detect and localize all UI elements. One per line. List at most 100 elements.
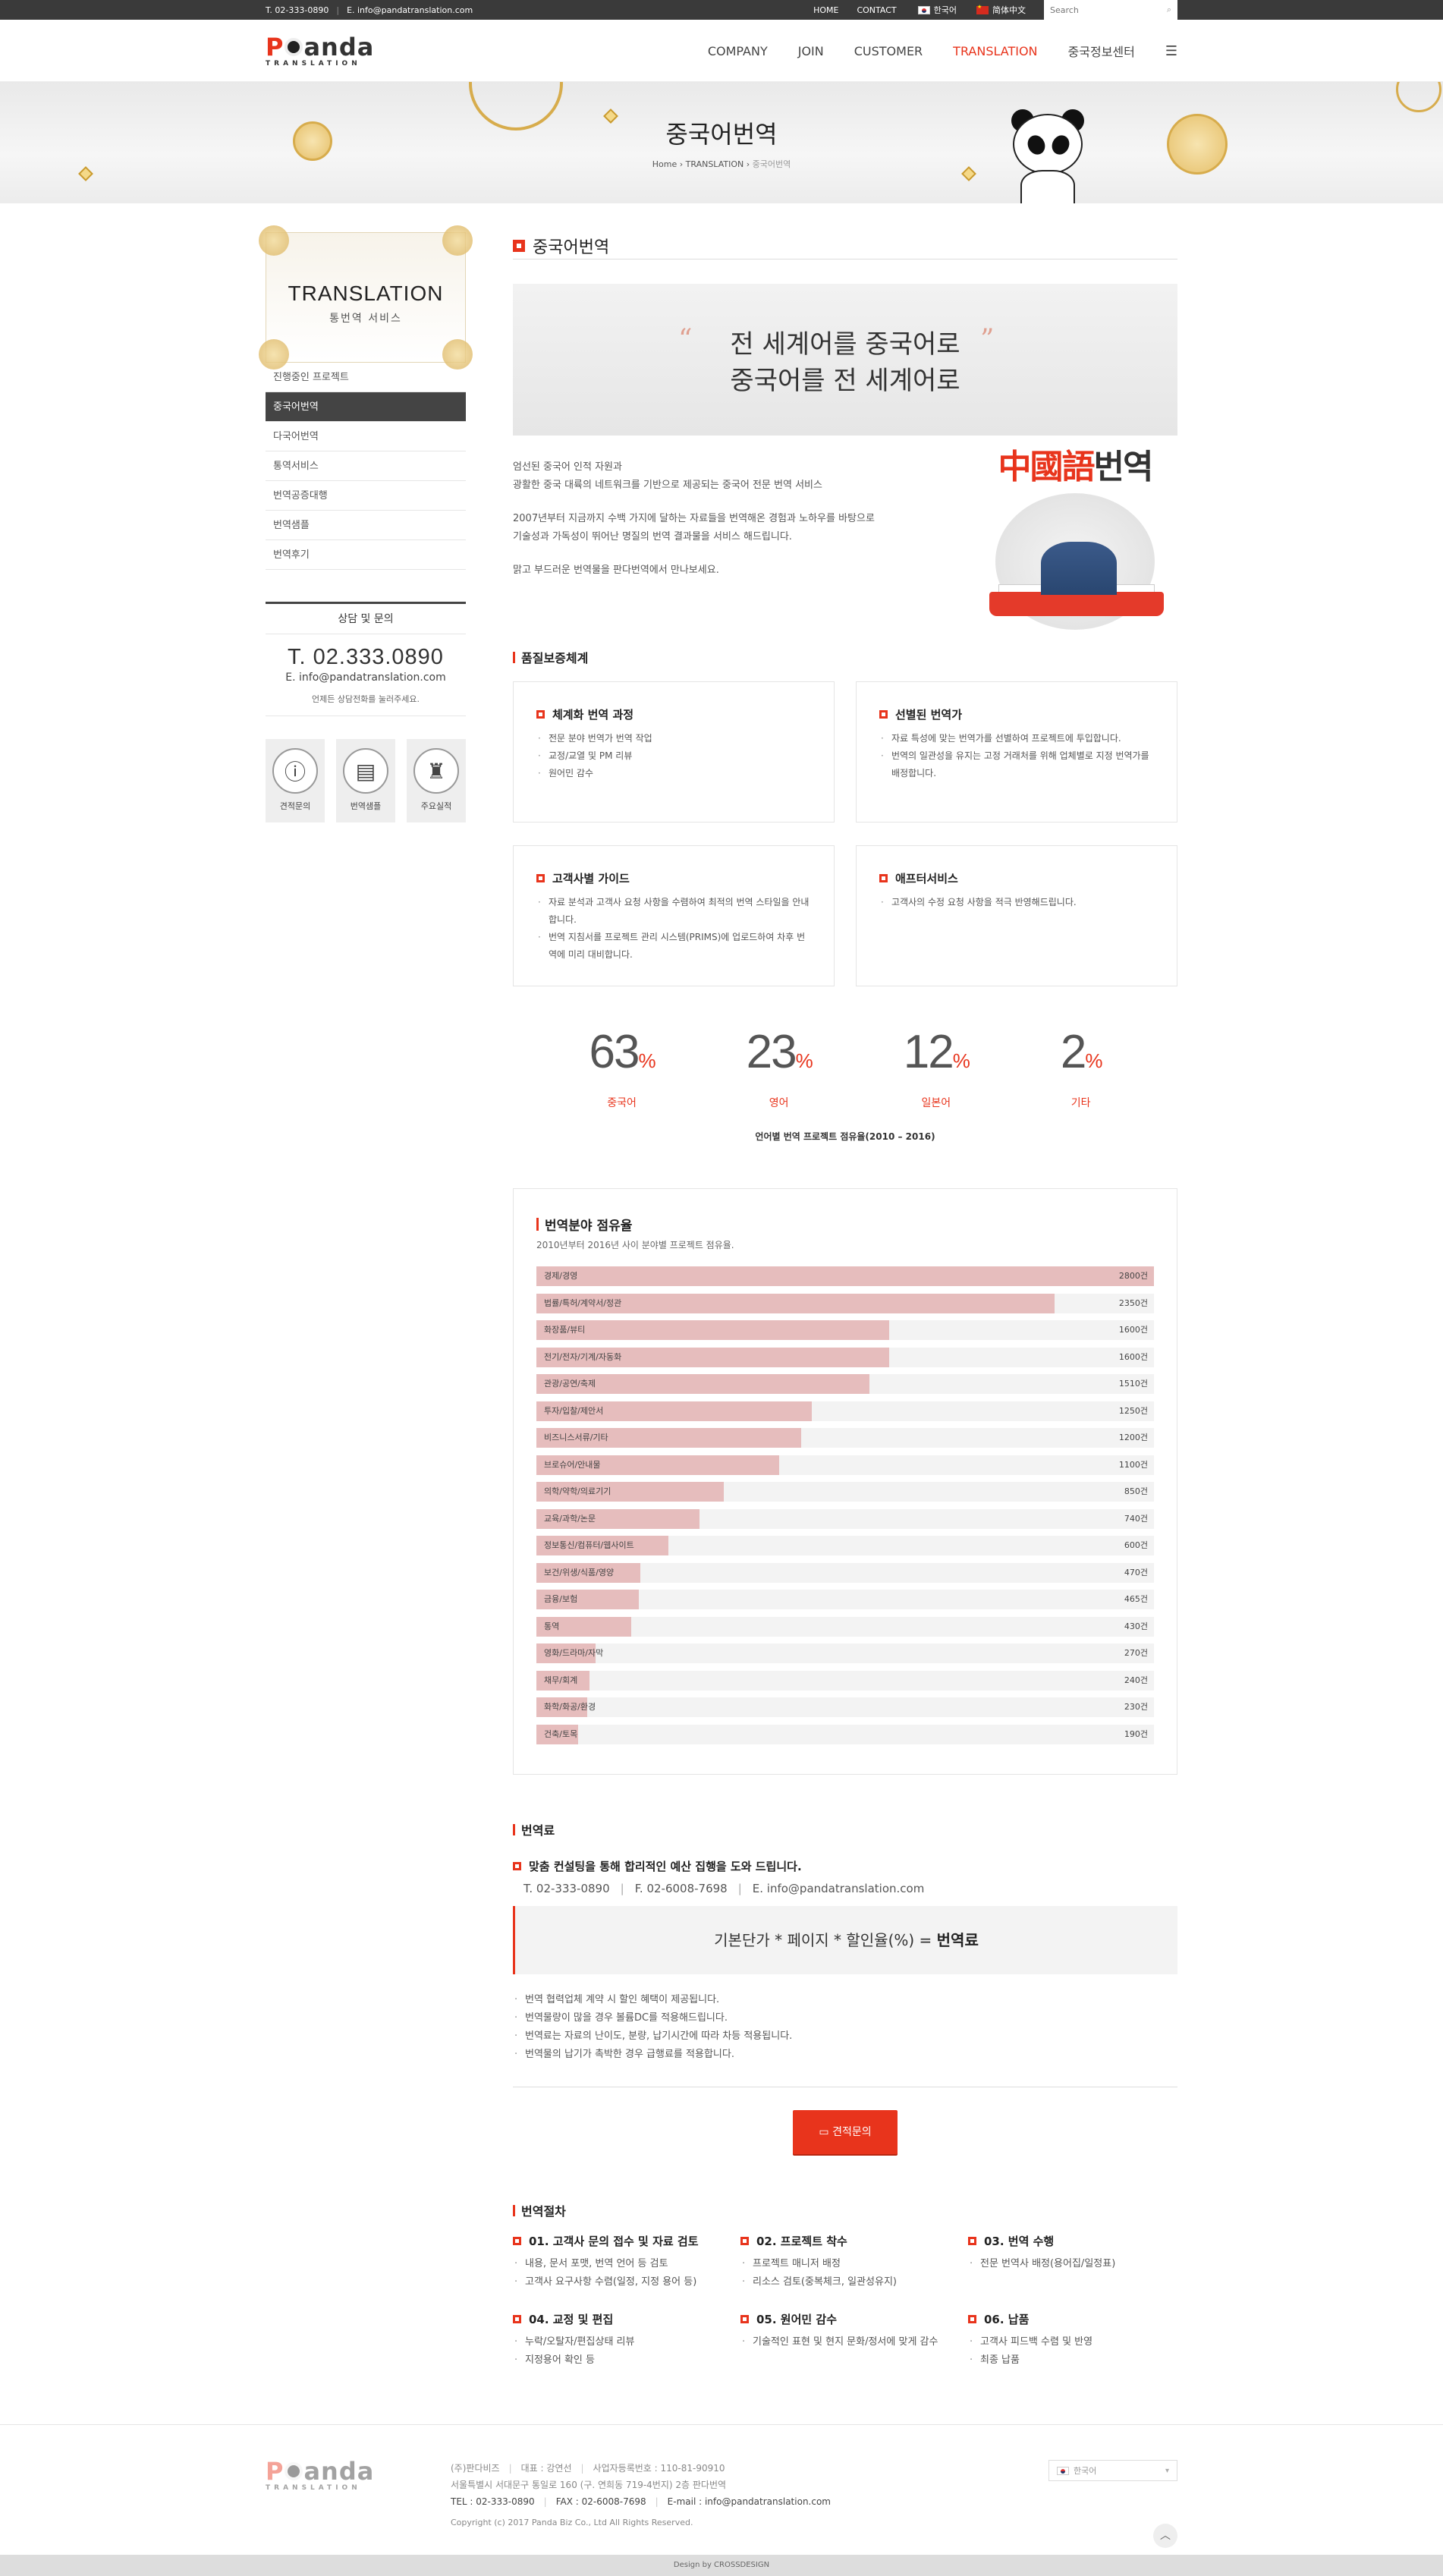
lang-chinese[interactable]: 简体中文: [976, 4, 1026, 16]
breadcrumb-parent[interactable]: TRANSLATION: [685, 159, 744, 169]
quality-title-text: 품질보증체계: [521, 651, 589, 665]
fee-section: 번역료 맞춤 컨설팅을 통해 합리적인 예산 집행을 도와 드립니다. T. 0…: [513, 1820, 1177, 2154]
contact-link[interactable]: CONTACT: [857, 5, 897, 15]
chart-bar-value: 850건: [1124, 1486, 1148, 1496]
chart-bar-label: 브로슈어/안내물: [544, 1459, 601, 1470]
formula-result: 번역료: [936, 1931, 979, 1949]
stat-value: 2: [1060, 1026, 1087, 1078]
chart-bar: [536, 1697, 587, 1717]
chart-bar-value: 470건: [1124, 1567, 1148, 1577]
breadcrumb-home[interactable]: Home: [652, 159, 677, 169]
chart-bar-row: 화장품/뷰티 1600건: [536, 1320, 1154, 1340]
korea-flag-icon: [917, 5, 930, 14]
info-icon: ⓘ: [272, 748, 318, 794]
nav-china-info[interactable]: 중국정보센터: [1067, 45, 1135, 59]
chart-bar: [536, 1455, 779, 1475]
breadcrumb: Home › TRANSLATION › 중국어번역: [0, 158, 1443, 170]
slogan-banner: “ ” 전 세계어를 중국어로 중국어를 전 세계어로: [513, 284, 1177, 436]
chart-bar: [536, 1616, 631, 1637]
chart-bar-row: 보건/위생/식품/영양 470건: [536, 1562, 1154, 1583]
lang-korean-label: 한국어: [933, 5, 957, 15]
bullet-icon: [740, 2315, 749, 2323]
chart-bar-label: 전기/전자/기계/자동화: [544, 1351, 622, 1362]
list-item: 고객사 요구사항 수렴(일정, 지정 용어 등): [513, 2273, 718, 2291]
bullet-icon: [513, 1862, 521, 1870]
stat-label: 중국어: [607, 1097, 637, 1109]
list-item: 전문 분야 번역가 번역 작업: [536, 730, 811, 747]
sidebar-item-ongoing-projects[interactable]: 진행중인 프로젝트: [266, 363, 466, 392]
chart-bar-row: 금융/보험 465건: [536, 1590, 1154, 1609]
sidebar-item-multilingual[interactable]: 다국어번역: [266, 422, 466, 451]
footer-language-value: 한국어: [1074, 2466, 1097, 2476]
list-item: 번역의 일관성을 유지는 고정 거래처를 위해 업체별로 지정 번역가를 배정합…: [879, 747, 1154, 782]
quality-card: 선별된 번역가 자료 특성에 맞는 번역가를 선별하여 프로젝트에 투입합니다.…: [856, 681, 1177, 822]
process-step: 05. 원어민 감수기술적인 표현 및 현지 문화/정서에 맞게 감수: [740, 2311, 968, 2370]
chart-bar-value: 1200건: [1118, 1433, 1148, 1442]
list-item: 누락/오탈자/편집상태 리뷰: [513, 2333, 718, 2351]
sidebar-subtitle: 통번역 서비스: [329, 313, 402, 325]
search-input[interactable]: [1050, 5, 1167, 15]
list-item: 전문 번역사 배정(용어집/일정표): [968, 2255, 1173, 2273]
chart-bar: [536, 1590, 640, 1609]
footer-fax: FAX : 02-6008-7698: [555, 2496, 646, 2507]
footer-language-select[interactable]: 한국어 ▾: [1048, 2460, 1177, 2481]
estimate-inquiry-button[interactable]: ▭ 견적문의: [793, 2110, 898, 2154]
chart-bar-row: 브로슈어/안내물 1100건: [536, 1455, 1154, 1475]
nav-company[interactable]: COMPANY: [707, 43, 768, 58]
fee-email[interactable]: E. info@pandatranslation.com: [752, 1882, 925, 1895]
chart-bar-value: 270건: [1124, 1648, 1148, 1658]
chart-bar-row: 영화/드라마/자막 270건: [536, 1643, 1154, 1663]
chart-bar: [536, 1293, 1055, 1313]
certificate-icon: ▤: [343, 748, 388, 794]
logo-subtitle: TRANSLATION: [266, 2484, 361, 2492]
sidebar-item-reviews[interactable]: 번역후기: [266, 540, 466, 570]
consult-email[interactable]: E. info@pandatranslation.com: [285, 672, 446, 684]
list-item: 고객사 피드백 수렴 및 반영: [968, 2333, 1173, 2351]
lang-korean[interactable]: 한국어: [917, 4, 957, 16]
nav-customer[interactable]: CUSTOMER: [854, 43, 923, 58]
scroll-to-top-icon[interactable]: ︿: [1153, 2524, 1177, 2548]
sidebar-item-notarization[interactable]: 번역공증대행: [266, 481, 466, 511]
quick-estimate-button[interactable]: ⓘ 견적문의: [266, 739, 325, 822]
sidebar-item-chinese-translation[interactable]: 중국어번역: [266, 392, 466, 422]
sidebar-header: TRANSLATION 통번역 서비스: [259, 225, 473, 370]
quality-grid: 체계화 번역 과정 전문 분야 번역가 번역 작업교정/교열 및 PM 리뷰원어…: [513, 681, 1177, 986]
chart-bar-row: 비즈니스서류/기타 1200건: [536, 1428, 1154, 1448]
quick-achievements-button[interactable]: ♜ 주요실적: [407, 739, 466, 822]
list-item: 교정/교열 및 PM 리뷰: [536, 747, 811, 765]
nav-translation[interactable]: TRANSLATION: [953, 43, 1038, 58]
chart-bar-label: 경제/경영: [544, 1271, 578, 1281]
sidebar-item-interpretation[interactable]: 통역서비스: [266, 451, 466, 481]
bullet-icon: [968, 2315, 976, 2323]
chart-bar-value: 1600건: [1118, 1325, 1148, 1335]
top-contact: T. 02-333-0890 | E. info@pandatranslation.…: [266, 5, 473, 15]
quality-card: 고객사별 가이드 자료 분석과 고객사 요청 사항을 수렴하여 최적의 번역 스…: [513, 845, 835, 986]
breadcrumb-current: 중국어번역: [752, 159, 791, 169]
process-step-title: 05. 원어민 감수: [756, 2313, 838, 2326]
process-step: 03. 번역 수행전문 번역사 배정(용어집/일정표): [968, 2233, 1177, 2291]
quick-samples-button[interactable]: ▤ 번역샘플: [336, 739, 395, 822]
list-item: 원어민 감수: [536, 765, 811, 782]
top-bar: T. 02-333-0890 | E. info@pandatranslation.…: [0, 0, 1443, 20]
design-credit: Design by CROSSDESIGN: [0, 2555, 1443, 2576]
process-step: 04. 교정 및 편집누락/오탈자/편집상태 리뷰지정용어 확인 등: [513, 2311, 740, 2370]
search-icon[interactable]: ⌕: [1166, 5, 1171, 14]
chart-bar-row: 법률/특허/계약서/정관 2350건: [536, 1293, 1154, 1313]
fee-tel[interactable]: T. 02-333-0890: [523, 1882, 610, 1895]
nav-join[interactable]: JOIN: [797, 43, 824, 58]
sidebar-menu: 진행중인 프로젝트 중국어번역 다국어번역 통역서비스 번역공증대행 번역샘플 …: [266, 363, 466, 570]
stat-label: 기타: [1070, 1097, 1091, 1109]
footer-email[interactable]: E-mail : info@pandatranslation.com: [667, 2496, 831, 2507]
stat-english: 23% 영어: [747, 1026, 813, 1110]
chart-bar: [536, 1266, 1154, 1286]
home-link[interactable]: HOME: [813, 5, 839, 15]
hamburger-menu-icon[interactable]: ☰: [1165, 42, 1177, 59]
fee-lead-text: 맞춤 컨설팅을 통해 합리적인 예산 집행을 도와 드립니다.: [529, 1860, 802, 1873]
chart-bar-value: 430건: [1124, 1621, 1148, 1631]
top-email[interactable]: E. info@pandatranslation.com: [347, 5, 473, 15]
list-item: 번역료는 자료의 난이도, 분량, 납기시간에 따라 차등 적용됩니다.: [513, 2027, 1177, 2046]
consult-tel[interactable]: T. 02.333.0890: [288, 645, 444, 669]
sidebar-item-samples[interactable]: 번역샘플: [266, 511, 466, 540]
